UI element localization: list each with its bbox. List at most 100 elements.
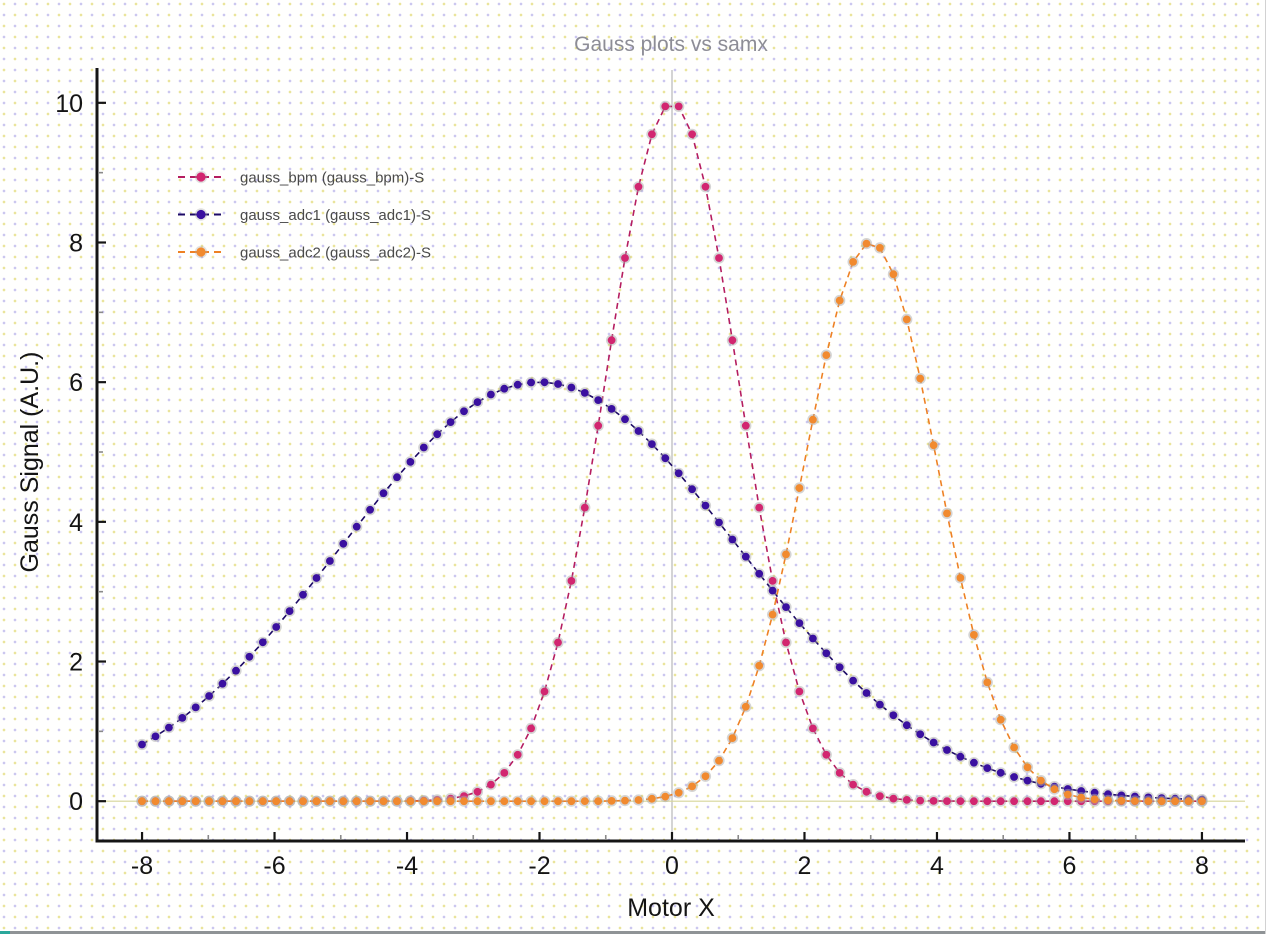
series-layer (136, 100, 1208, 807)
marker (916, 796, 925, 805)
x-axis-label: Motor X (627, 894, 715, 922)
x-tick-label: -6 (263, 852, 285, 880)
marker (554, 797, 562, 806)
marker (1010, 773, 1018, 781)
marker (970, 631, 978, 639)
marker (178, 714, 187, 722)
marker (1037, 776, 1045, 785)
marker (849, 258, 857, 266)
marker (956, 797, 965, 805)
marker (741, 421, 750, 430)
marker (500, 797, 509, 806)
marker (822, 750, 831, 759)
marker (715, 756, 723, 765)
legend-marker (196, 172, 206, 182)
marker (138, 740, 146, 749)
marker (406, 458, 415, 466)
marker (580, 389, 589, 397)
marker (1063, 790, 1072, 799)
y-tick-label: 0 (69, 788, 83, 816)
marker (245, 797, 254, 806)
marker (1104, 796, 1112, 805)
marker (527, 797, 535, 806)
marker (970, 797, 978, 806)
marker (272, 797, 281, 806)
marker (876, 244, 884, 252)
marker (929, 797, 938, 805)
marker (366, 505, 374, 514)
marker (1171, 797, 1179, 806)
marker (218, 797, 227, 806)
marker (956, 574, 965, 582)
marker (1144, 797, 1153, 805)
marker (1050, 785, 1059, 794)
marker (1090, 795, 1099, 804)
marker (326, 557, 334, 565)
marker (487, 390, 495, 399)
y-tick-label: 10 (55, 90, 83, 118)
marker (205, 797, 214, 806)
marker (996, 768, 1005, 777)
marker (715, 254, 723, 262)
marker (419, 797, 428, 806)
marker (178, 797, 187, 806)
marker (433, 797, 442, 806)
marker (634, 796, 643, 804)
marker (352, 797, 361, 806)
marker (1037, 797, 1045, 806)
marker (648, 130, 656, 139)
legend-item: gauss_adc2 (gauss_adc2)-S (178, 245, 431, 262)
marker (943, 797, 951, 805)
marker (795, 484, 804, 492)
marker (1023, 776, 1032, 785)
marker (366, 797, 374, 806)
marker (862, 689, 871, 697)
marker (889, 711, 898, 720)
y-tick-label: 8 (69, 229, 83, 257)
tick-labels: -8 -6 -4 -2 0 2 4 6 8 0 2 4 6 8 10 (55, 90, 1209, 880)
x-tick-label: 4 (930, 852, 944, 880)
marker (728, 734, 737, 742)
marker (782, 603, 790, 611)
marker (902, 315, 911, 324)
marker (983, 764, 992, 772)
marker (755, 503, 764, 512)
legend-label: gauss_adc2 (gauss_adc2)-S (240, 245, 431, 262)
marker (661, 454, 670, 463)
marker (245, 652, 254, 661)
marker (487, 780, 495, 789)
marker (513, 797, 522, 806)
marker (1157, 797, 1166, 806)
marker (715, 518, 723, 527)
marker (165, 723, 173, 732)
marker (312, 574, 321, 582)
marker (191, 703, 200, 712)
marker (232, 797, 240, 806)
marker (996, 715, 1005, 724)
marker (822, 649, 831, 658)
marker (379, 797, 388, 806)
x-tick-label: 2 (798, 852, 812, 880)
marker (165, 797, 173, 806)
marker (580, 797, 589, 805)
marker (218, 679, 227, 688)
x-tick-label: -2 (528, 852, 550, 880)
marker (527, 724, 535, 733)
marker (567, 383, 576, 392)
marker (983, 797, 992, 806)
marker (554, 638, 562, 647)
chart-title: Gauss plots vs samx (574, 33, 768, 56)
marker (419, 443, 428, 452)
marker (151, 732, 160, 741)
marker (674, 469, 683, 478)
marker (607, 797, 616, 805)
marker (406, 797, 415, 806)
marker (513, 750, 522, 759)
marker (741, 702, 750, 711)
marker (487, 797, 495, 806)
legend-item: gauss_adc1 (gauss_adc1)-S (178, 207, 431, 224)
marker (326, 797, 334, 806)
marker (929, 441, 938, 450)
marker (258, 638, 267, 647)
marker (285, 607, 294, 615)
